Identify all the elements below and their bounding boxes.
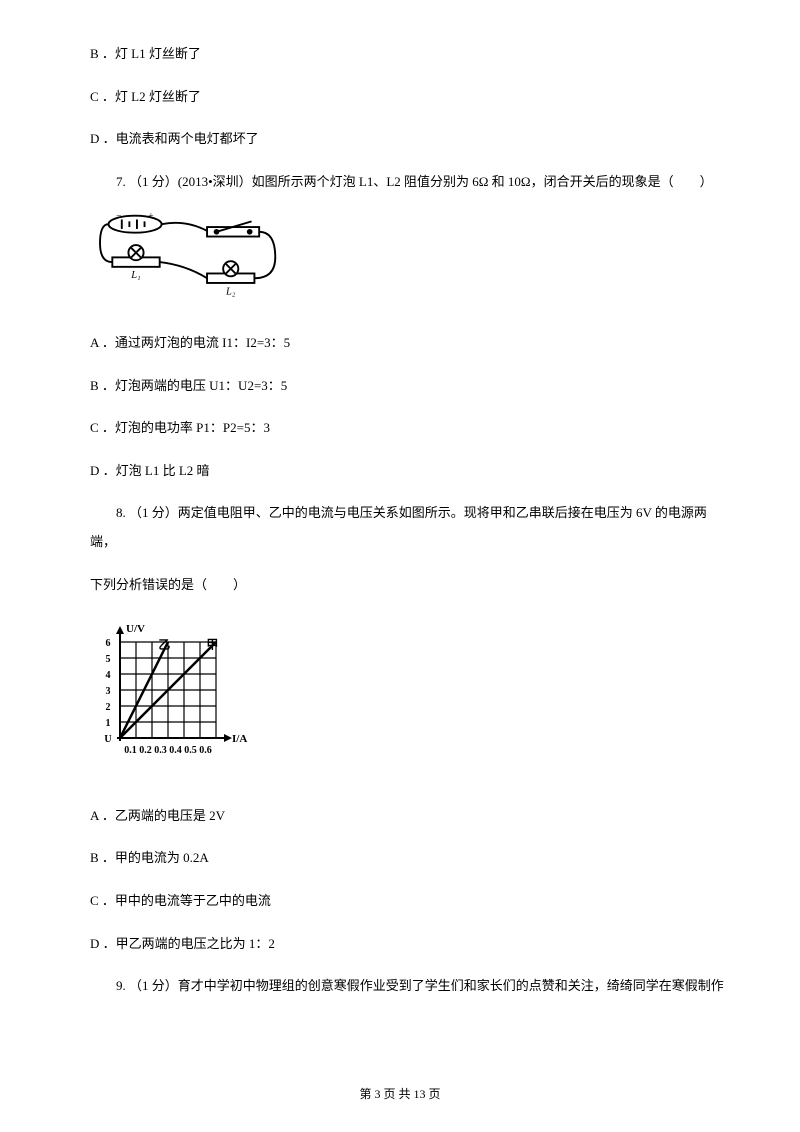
q8-text2: 下列分析错误的是（ ） <box>90 571 730 600</box>
circuit-diagram-icon: − + L₁ L₂ <box>90 210 290 300</box>
q7-option-c: C ．灯泡的电功率 P1：P2=5：3 <box>90 414 730 443</box>
q8-text: 8. （1 分）两定值电阻甲、乙中的电流与电压关系如图所示。现将甲和乙串联后接在… <box>90 499 730 556</box>
svg-text:乙: 乙 <box>158 638 170 652</box>
svg-text:0.1 0.2 0.3 0.4 0.5 0.6: 0.1 0.2 0.3 0.4 0.5 0.6 <box>124 745 212 756</box>
q8-option-b: B ．甲的电流为 0.2A <box>90 844 730 873</box>
svg-text:甲: 甲 <box>206 638 218 652</box>
svg-text:+: + <box>148 212 153 222</box>
q6-option-c: C ．灯 L2 灯丝断了 <box>90 83 730 112</box>
uv-ia-graph-icon: U/V I/A 1 2 3 4 5 6 U 0.1 0.2 0.3 0.4 0.5 0.6 乙 甲 <box>90 613 260 773</box>
q7-option-a: A ．通过两灯泡的电流 I1：I2=3：5 <box>90 329 730 358</box>
q7-circuit-figure: − + L₁ L₂ <box>90 210 730 311</box>
svg-text:U: U <box>104 734 111 745</box>
svg-text:U/V: U/V <box>126 623 145 635</box>
q8-graph-figure: U/V I/A 1 2 3 4 5 6 U 0.1 0.2 0.3 0.4 0.5 0.6 乙 甲 <box>90 613 730 784</box>
svg-text:I/A: I/A <box>232 733 247 745</box>
q8-option-d: D ．甲乙两端的电压之比为 1：2 <box>90 930 730 959</box>
svg-text:L₁: L₁ <box>130 271 140 282</box>
svg-text:1: 1 <box>106 718 111 729</box>
svg-text:5: 5 <box>106 654 111 665</box>
page-footer: 第 3 页 共 13 页 <box>0 1081 800 1107</box>
q7-option-b: B ．灯泡两端的电压 U1：U2=3：5 <box>90 372 730 401</box>
svg-text:2: 2 <box>106 702 111 713</box>
q8-option-a: A ．乙两端的电压是 2V <box>90 802 730 831</box>
svg-text:−: − <box>116 212 121 222</box>
svg-text:6: 6 <box>106 638 111 649</box>
svg-text:L₂: L₂ <box>225 287 236 298</box>
q6-option-b: B ．灯 L1 灯丝断了 <box>90 40 730 69</box>
q7-option-d: D ．灯泡 L1 比 L2 暗 <box>90 457 730 486</box>
q6-option-d: D ．电流表和两个电灯都坏了 <box>90 125 730 154</box>
q9-text: 9. （1 分）育才中学初中物理组的创意寒假作业受到了学生们和家长们的点赞和关注… <box>90 972 730 1001</box>
q7-text: 7. （1 分）(2013•深圳）如图所示两个灯泡 L1、L2 阻值分别为 6Ω… <box>90 168 730 197</box>
svg-text:3: 3 <box>106 686 111 697</box>
q8-option-c: C ．甲中的电流等于乙中的电流 <box>90 887 730 916</box>
svg-text:4: 4 <box>106 670 111 681</box>
